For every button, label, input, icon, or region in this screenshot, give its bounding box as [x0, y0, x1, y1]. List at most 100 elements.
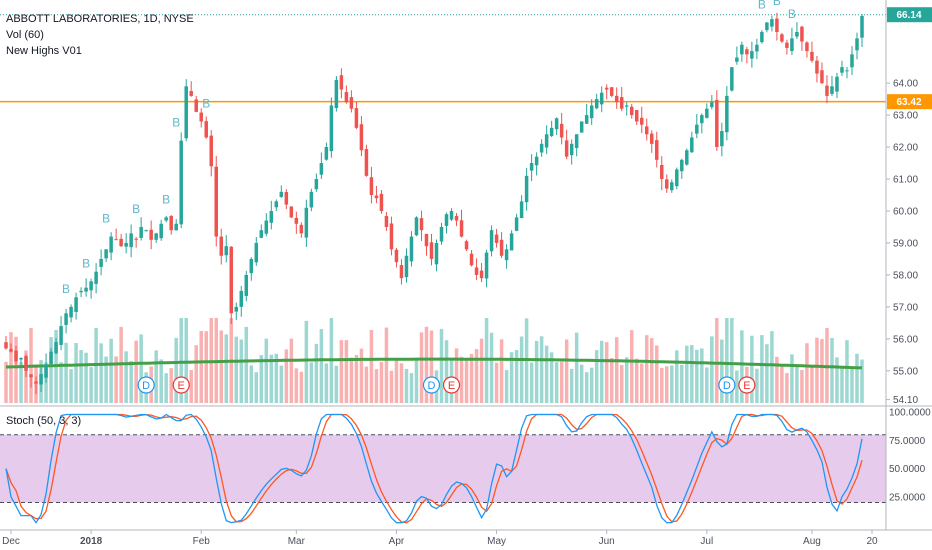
event-marker[interactable]: [738, 376, 756, 394]
candle-body: [655, 140, 659, 160]
candle-body: [304, 207, 309, 238]
price-tick-label: 64.00: [893, 79, 918, 90]
event-marker[interactable]: [172, 376, 190, 394]
stoch-tick-label: 75.0000: [889, 436, 926, 447]
volume-bar: [269, 354, 274, 403]
candle-body: [785, 42, 789, 48]
time-tick-label: Apr: [389, 536, 405, 547]
event-marker[interactable]: [442, 376, 461, 394]
volume-bar: [244, 326, 249, 403]
indicator-volume[interactable]: Vol (60): [6, 29, 44, 41]
time-axis[interactable]: Dec 2018 Feb Mar Apr May Jun Jul Aug 20: [2, 530, 878, 547]
candle-body: [299, 224, 304, 234]
candle-body: [660, 164, 664, 180]
candle-body: [760, 31, 764, 43]
candle-body: [740, 44, 744, 55]
candle-body: [765, 22, 769, 31]
candle-body: [745, 49, 749, 55]
volume-bar: [554, 362, 559, 403]
volume-bar: [805, 343, 809, 403]
horizontal-level-label: 63.42: [896, 97, 921, 108]
candle-body: [39, 374, 43, 385]
time-tick-label: 20: [866, 536, 878, 547]
candle-body: [84, 287, 88, 292]
event-marker-label: D: [723, 380, 731, 392]
volume-bar: [494, 362, 499, 403]
candle-body: [99, 258, 103, 267]
volume-bar: [574, 332, 579, 403]
time-tick-label: Mar: [288, 536, 306, 547]
candle-body: [680, 159, 684, 172]
stoch-d-line: [5, 413, 863, 524]
candle-body: [499, 239, 504, 256]
volume-bar: [304, 320, 309, 403]
candle-body: [184, 86, 188, 139]
indicator-new-highs[interactable]: New Highs V01: [6, 45, 82, 57]
candle-body: [845, 70, 849, 72]
volume-bar: [614, 337, 619, 403]
volume-ma-line: [5, 357, 863, 370]
time-tick-label: Jul: [700, 536, 713, 547]
volume-bar: [409, 373, 414, 403]
volume-bar: [690, 345, 694, 403]
volume-bar: [710, 336, 714, 403]
candle-body: [154, 233, 158, 240]
volume-bar: [239, 339, 244, 403]
stoch-axis[interactable]: 100.0000 75.0000 50.0000 25.0000: [889, 408, 931, 504]
candle-body: [705, 108, 709, 118]
candles: [4, 12, 864, 395]
candle-body: [695, 124, 699, 134]
volume-bar: [174, 337, 178, 403]
volume-bar: [835, 357, 839, 403]
volume-bar: [564, 339, 569, 403]
volume-bar: [154, 350, 158, 403]
candle-body: [795, 31, 799, 37]
volume-bar: [504, 370, 509, 403]
candle-body: [344, 92, 349, 103]
stoch-pane: [0, 413, 886, 524]
volume-bar: [795, 366, 799, 403]
candle-body: [574, 134, 579, 148]
volume-bar: [219, 330, 224, 403]
new-high-marker: B: [773, 0, 781, 8]
candle-body: [604, 87, 609, 90]
candle-body: [559, 123, 564, 138]
candle-body: [589, 105, 594, 119]
candle-body: [29, 374, 33, 378]
event-marker[interactable]: [137, 376, 155, 394]
candle-body: [594, 99, 599, 109]
volume-bar: [139, 334, 143, 403]
volume-bar: [4, 361, 8, 403]
volume-bar: [785, 373, 789, 403]
candle-body: [19, 358, 23, 360]
volume-bar: [164, 373, 168, 403]
candle-body: [369, 177, 374, 196]
candle-body: [319, 163, 324, 175]
chart-title[interactable]: ABBOTT LABORATORIES, 1D, NYSE: [6, 13, 194, 25]
candle-body: [324, 147, 329, 160]
volume-bar: [289, 338, 294, 403]
candle-body: [850, 54, 854, 68]
candle-body: [715, 99, 719, 148]
volume-bar: [389, 370, 394, 403]
candle-body: [119, 238, 123, 247]
candle-body: [584, 115, 589, 124]
volume-bar: [204, 331, 208, 403]
candle-body: [444, 214, 449, 226]
volume-bar: [609, 358, 614, 403]
volume-bar: [274, 353, 279, 403]
price-axis[interactable]: 64.00 63.00 62.00 61.00 60.00 59.00 58.00 57.00…: [886, 79, 918, 406]
volume-bar: [740, 330, 744, 403]
event-marker[interactable]: [718, 376, 736, 394]
volume-bar: [129, 360, 133, 403]
volume-bar: [840, 365, 844, 403]
candle-body: [249, 258, 254, 274]
event-marker[interactable]: [422, 376, 441, 394]
candle-body: [825, 85, 829, 96]
candle-body: [189, 91, 193, 96]
indicator-stoch[interactable]: Stoch (50, 3, 3): [6, 415, 81, 427]
volume-bar: [59, 362, 63, 403]
volume-bar: [89, 367, 93, 403]
